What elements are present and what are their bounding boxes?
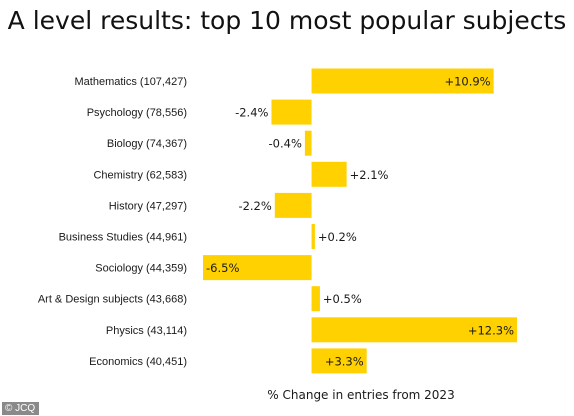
data-label: +0.2%: [318, 230, 357, 244]
category-label: Mathematics (107,427): [75, 76, 188, 88]
category-label: Economics (40,451): [89, 356, 187, 368]
bar: [311, 68, 494, 94]
bar: [274, 192, 312, 218]
data-label: +2.1%: [350, 168, 389, 182]
data-label: +12.3%: [468, 323, 514, 337]
bar: [311, 317, 517, 343]
x-axis-label: % Change in entries from 2023: [267, 388, 454, 402]
data-label: -2.4%: [235, 106, 268, 120]
data-label: +0.5%: [323, 292, 362, 306]
bar: [203, 255, 312, 281]
source-credit: © JCQ: [2, 402, 40, 415]
category-label: History (47,297): [109, 200, 187, 212]
bar: [311, 348, 367, 374]
category-label: Biology (74,367): [107, 138, 187, 150]
category-label: Sociology (44,359): [95, 263, 187, 275]
category-label: Psychology (78,556): [87, 107, 187, 119]
bar: [311, 161, 347, 187]
data-label: -6.5%: [206, 261, 239, 275]
chart-title: A level results: top 10 most popular sub…: [7, 6, 567, 35]
bar: [311, 286, 320, 312]
source-credit-text: JCQ: [15, 403, 36, 414]
data-label: -2.2%: [238, 199, 271, 213]
bar: [271, 99, 312, 125]
category-label: Physics (43,114): [106, 325, 187, 337]
bar: [304, 130, 312, 156]
bar: [311, 224, 315, 249]
data-label: +3.3%: [325, 354, 364, 368]
category-label: Business Studies (44,961): [59, 232, 187, 244]
category-label: Chemistry (62,583): [93, 169, 187, 181]
category-label: Art & Design subjects (43,668): [38, 294, 187, 306]
data-label: -0.4%: [269, 137, 302, 151]
data-label: +10.9%: [444, 75, 490, 89]
